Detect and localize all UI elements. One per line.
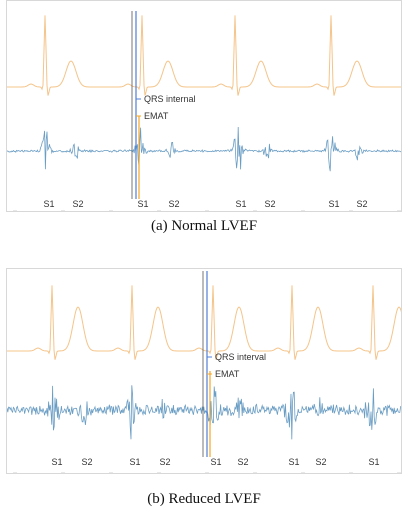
qrs-interval-label: QRS interval <box>215 352 266 362</box>
s1-label: S1 <box>210 457 221 467</box>
s1-label: S1 <box>129 457 140 467</box>
emat-label: EMAT <box>215 369 240 379</box>
s1-label: S1 <box>368 457 379 467</box>
caption-normal-lvef: (a) Normal LVEF <box>150 218 258 234</box>
ecg-trace <box>7 285 401 360</box>
chart-normal-lvef: QRS internal EMAT S1 S2 S1 S2 S1 S2 S1 S2 <box>7 11 401 211</box>
s2-label: S2 <box>315 457 326 467</box>
ecg-trace <box>7 15 401 96</box>
s2-label: S2 <box>264 199 275 209</box>
s2-label: S2 <box>168 199 179 209</box>
s2-label: S2 <box>356 199 367 209</box>
s1-label: S1 <box>137 199 148 209</box>
pcg-trace <box>7 126 401 172</box>
s1-label: S1 <box>235 199 246 209</box>
s2-label: S2 <box>81 457 92 467</box>
s1-label: S1 <box>51 457 62 467</box>
s1-label: S1 <box>288 457 299 467</box>
panel-normal-lvef: QRS internal EMAT S1 S2 S1 S2 S1 S2 S1 S2 <box>6 0 402 212</box>
s2-label: S2 <box>159 457 170 467</box>
chart-reduced-lvef: QRS interval EMAT S1 S2 S1 S2 S1 S2 S1 S2 S1 <box>7 271 401 473</box>
panel-reduced-lvef: QRS interval EMAT S1 S2 S1 S2 S1 S2 S1 S2 S1 <box>6 268 402 474</box>
s1-label: S1 <box>43 199 54 209</box>
s2-label: S2 <box>72 199 83 209</box>
pcg-trace <box>7 385 401 440</box>
s2-label: S2 <box>237 457 248 467</box>
s1-label: S1 <box>328 199 339 209</box>
qrs-interval-label: QRS internal <box>144 94 196 104</box>
emat-label: EMAT <box>144 111 169 121</box>
caption-reduced-lvef: (b) Reduced LVEF <box>147 491 261 507</box>
